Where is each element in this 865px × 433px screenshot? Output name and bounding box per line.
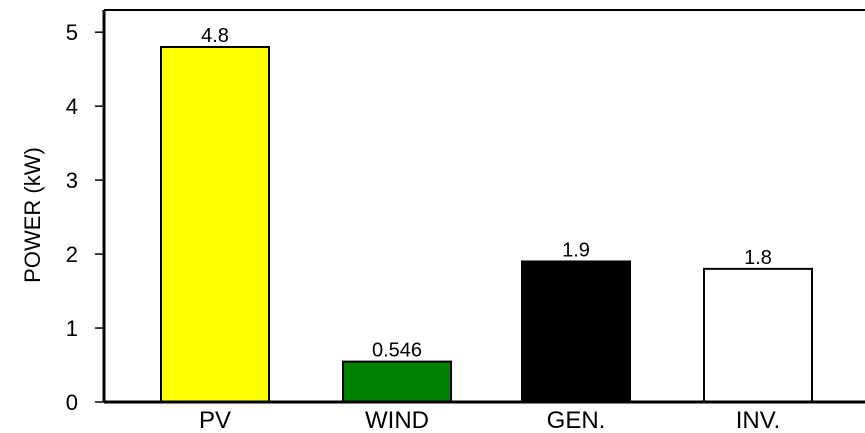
bar-wind xyxy=(342,360,452,404)
y-axis-label: POWER (kW) xyxy=(20,147,45,283)
x-tick-label: PV xyxy=(199,407,231,433)
bar-gen xyxy=(521,260,631,404)
y-tick-label: 4 xyxy=(66,94,78,119)
x-tick-label: INV. xyxy=(736,407,780,433)
axes xyxy=(102,9,865,404)
data-label: 4.8 xyxy=(201,25,229,47)
data-label: 1.8 xyxy=(744,247,772,269)
y-tick-label: 0 xyxy=(66,390,78,415)
x-tick-label: GEN. xyxy=(547,407,606,433)
x-tick-label: WIND xyxy=(365,407,429,433)
data-label: 1.9 xyxy=(562,239,590,261)
y-tick-label: 2 xyxy=(66,242,78,267)
data-label: 0.546 xyxy=(372,340,422,362)
bar-inv xyxy=(703,267,813,403)
bar-pv xyxy=(160,45,270,403)
y-tick-label: 3 xyxy=(66,168,78,193)
bars: 4.8 PV 0.546 WIND 1.9 GEN. 1.8 INV. xyxy=(160,25,813,433)
y-tick-label: 1 xyxy=(66,316,78,341)
y-tick-label: 5 xyxy=(66,20,78,45)
y-axis-ticks: 0 1 2 3 4 5 xyxy=(66,20,104,415)
